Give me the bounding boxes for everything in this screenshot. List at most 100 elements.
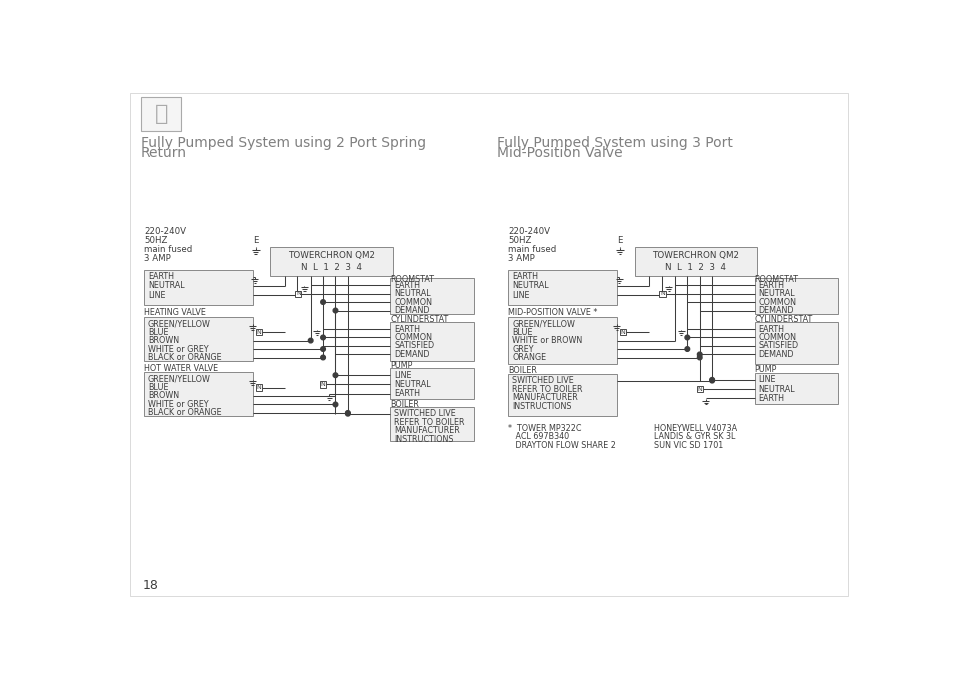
Text: N: N [320,382,325,387]
Text: LINE: LINE [758,375,776,385]
Text: 3 AMP: 3 AMP [144,254,171,263]
Text: BLUE: BLUE [512,327,532,337]
Text: ORANGE: ORANGE [512,353,546,362]
Text: TOWERCHRON QM2: TOWERCHRON QM2 [652,252,739,261]
Text: DEMAND: DEMAND [758,350,793,359]
Bar [508,316,617,364]
Circle shape [308,338,313,343]
Text: MID-POSITION VALVE *: MID-POSITION VALVE * [508,308,597,317]
Text: Fully Pumped System using 2 Port Spring: Fully Pumped System using 2 Port Spring [141,136,426,149]
Text: GREY: GREY [512,344,533,353]
Text: EARTH: EARTH [512,272,537,281]
Text: N  L  1  2  3  4: N L 1 2 3 4 [301,263,362,272]
Text: COMMON: COMMON [394,333,432,342]
Text: WHITE or GREY: WHITE or GREY [148,400,209,409]
Bar [659,291,665,297]
Text: BLACK or ORANGE: BLACK or ORANGE [148,409,221,417]
Text: N  L  1  2  3  4: N L 1 2 3 4 [664,263,725,272]
Text: main fused: main fused [144,246,193,254]
Text: SWITCHED LIVE: SWITCHED LIVE [512,376,574,385]
Bar [634,247,757,276]
Bar [696,386,702,392]
Text: DEMAND: DEMAND [394,306,430,315]
Text: COMMON: COMMON [758,297,796,307]
Text: CYLINDERSTAT: CYLINDERSTAT [754,315,812,324]
Text: BLUE: BLUE [148,327,169,337]
Text: EARTH: EARTH [394,389,420,398]
Text: PUMP: PUMP [754,366,777,374]
Bar [255,329,261,335]
Text: REFER TO BOILER: REFER TO BOILER [512,385,582,394]
Text: Fully Pumped System using 3 Port: Fully Pumped System using 3 Port [497,136,733,149]
Text: NEUTRAL: NEUTRAL [148,282,184,291]
Bar [255,385,261,391]
Text: WHITE or GREY: WHITE or GREY [148,344,209,353]
Text: EARTH: EARTH [758,325,783,333]
Text: MANUFACTURER: MANUFACTURER [394,426,459,435]
Text: EARTH: EARTH [148,272,173,281]
Text: DRAYTON FLOW SHARE 2: DRAYTON FLOW SHARE 2 [508,441,616,450]
Bar [390,278,474,314]
Text: BLUE: BLUE [148,383,169,392]
Bar [754,373,838,404]
Bar [508,269,617,305]
Text: 50HZ: 50HZ [144,236,167,245]
Text: 50HZ: 50HZ [508,236,531,245]
Circle shape [345,411,350,416]
Text: HOT WATER VALVE: HOT WATER VALVE [144,364,218,373]
Text: LINE: LINE [394,371,412,380]
Text: COMMON: COMMON [394,297,432,307]
Bar [390,322,474,361]
Circle shape [697,355,701,360]
Text: HEATING VALVE: HEATING VALVE [144,308,206,317]
Text: LINE: LINE [512,291,529,299]
Text: DEMAND: DEMAND [758,306,793,315]
Text: SUN VIC SD 1701: SUN VIC SD 1701 [654,441,722,450]
Circle shape [320,355,325,360]
Text: N: N [620,329,625,335]
Text: EARTH: EARTH [758,280,783,290]
Bar [390,368,474,399]
Circle shape [709,378,714,382]
Text: BOILER: BOILER [390,400,419,409]
Bar [294,291,301,297]
Text: N: N [295,291,300,296]
Text: EARTH: EARTH [758,394,783,403]
Text: 220-240V: 220-240V [508,226,550,236]
Text: SATISFIED: SATISFIED [758,342,798,351]
Text: main fused: main fused [508,246,556,254]
Bar [144,269,253,305]
Text: NEUTRAL: NEUTRAL [758,385,795,394]
Text: E: E [253,236,258,245]
Text: N: N [697,387,701,391]
Text: SWITCHED LIVE: SWITCHED LIVE [394,409,456,418]
Text: COMMON: COMMON [758,333,796,342]
Circle shape [684,335,689,340]
Text: LANDIS & GYR SK 3L: LANDIS & GYR SK 3L [654,432,735,441]
Text: Mid-Position Valve: Mid-Position Valve [497,147,622,160]
Bar [754,322,838,364]
Bar [141,98,181,131]
Text: PUMP: PUMP [390,361,413,370]
Text: 3 AMP: 3 AMP [508,254,535,263]
Text: NEUTRAL: NEUTRAL [512,282,548,291]
Bar [144,372,253,416]
Text: REFER TO BOILER: REFER TO BOILER [394,417,464,427]
Text: BLACK or ORANGE: BLACK or ORANGE [148,353,221,362]
Circle shape [320,346,325,351]
Circle shape [684,346,689,351]
Circle shape [697,352,701,357]
Text: Return: Return [141,147,187,160]
Circle shape [320,300,325,304]
Text: GREEN/YELLOW: GREEN/YELLOW [512,319,575,328]
Bar [754,278,838,314]
Text: BOILER: BOILER [508,366,537,375]
Text: INSTRUCTIONS: INSTRUCTIONS [394,434,454,443]
Text: CYLINDERSTAT: CYLINDERSTAT [390,315,448,324]
Text: E: E [617,236,622,245]
Circle shape [333,373,337,378]
Text: N: N [256,329,261,335]
Text: ✋: ✋ [154,104,168,124]
Text: 220-240V: 220-240V [144,226,186,236]
Circle shape [333,308,337,313]
